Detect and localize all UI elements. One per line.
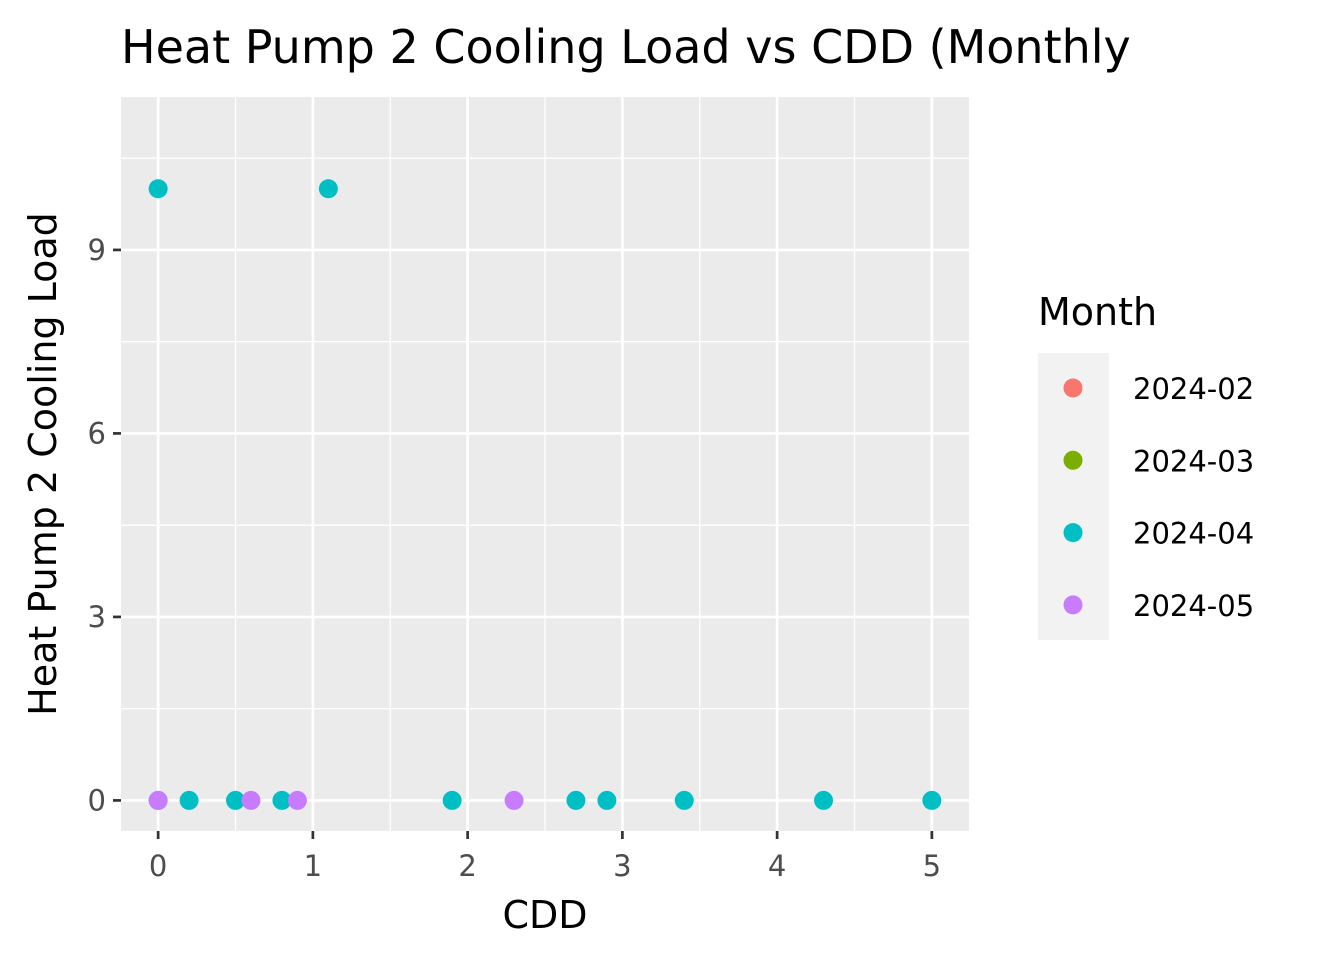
legend-entry-label: 2024-05 [1133,589,1254,623]
major-gridlines [121,97,969,831]
y-axis: 0 3 6 9 [88,233,121,817]
chart-title: Heat Pump 2 Cooling Load vs CDD (Monthly [121,20,1131,74]
x-tick-label: 0 [149,849,167,883]
data-point [597,790,617,810]
data-point [241,790,261,810]
data-point [148,790,168,810]
data-points [148,179,942,810]
legend-title: Month [1038,290,1157,334]
data-point [566,790,586,810]
y-tick-label: 0 [88,783,106,817]
data-point [442,790,462,810]
x-axis-title: CDD [502,893,587,937]
legend-entry-label: 2024-03 [1133,444,1254,478]
legend-key-dot [1063,378,1083,398]
data-point [674,790,694,810]
y-axis-title: Heat Pump 2 Cooling Load [21,212,65,716]
x-tick-label: 1 [304,849,322,883]
legend-entry-label: 2024-04 [1133,517,1254,551]
y-tick-label: 9 [88,233,106,267]
y-tick-label: 3 [88,600,106,634]
data-point [179,790,199,810]
data-point [272,790,292,810]
x-tick-label: 4 [768,849,786,883]
data-point [148,179,168,199]
x-tick-label: 5 [923,849,941,883]
x-tick-label: 2 [458,849,476,883]
x-axis: 0 1 2 3 4 5 [149,831,941,883]
legend-key-dot [1063,450,1083,470]
data-point [504,790,524,810]
x-tick-label: 3 [613,849,631,883]
legend: Month 2024-02 2024-03 2024-04 2024-05 [1038,290,1254,640]
legend-key-background [1038,353,1109,640]
data-point [318,179,338,199]
legend-entry-label: 2024-02 [1133,372,1254,406]
minor-gridlines [121,97,969,831]
data-point [922,790,942,810]
data-point [287,790,307,810]
legend-key-dot [1063,523,1083,543]
y-tick-label: 6 [88,416,106,450]
data-point [226,790,246,810]
data-point [814,790,834,810]
legend-key-dot [1063,595,1083,615]
